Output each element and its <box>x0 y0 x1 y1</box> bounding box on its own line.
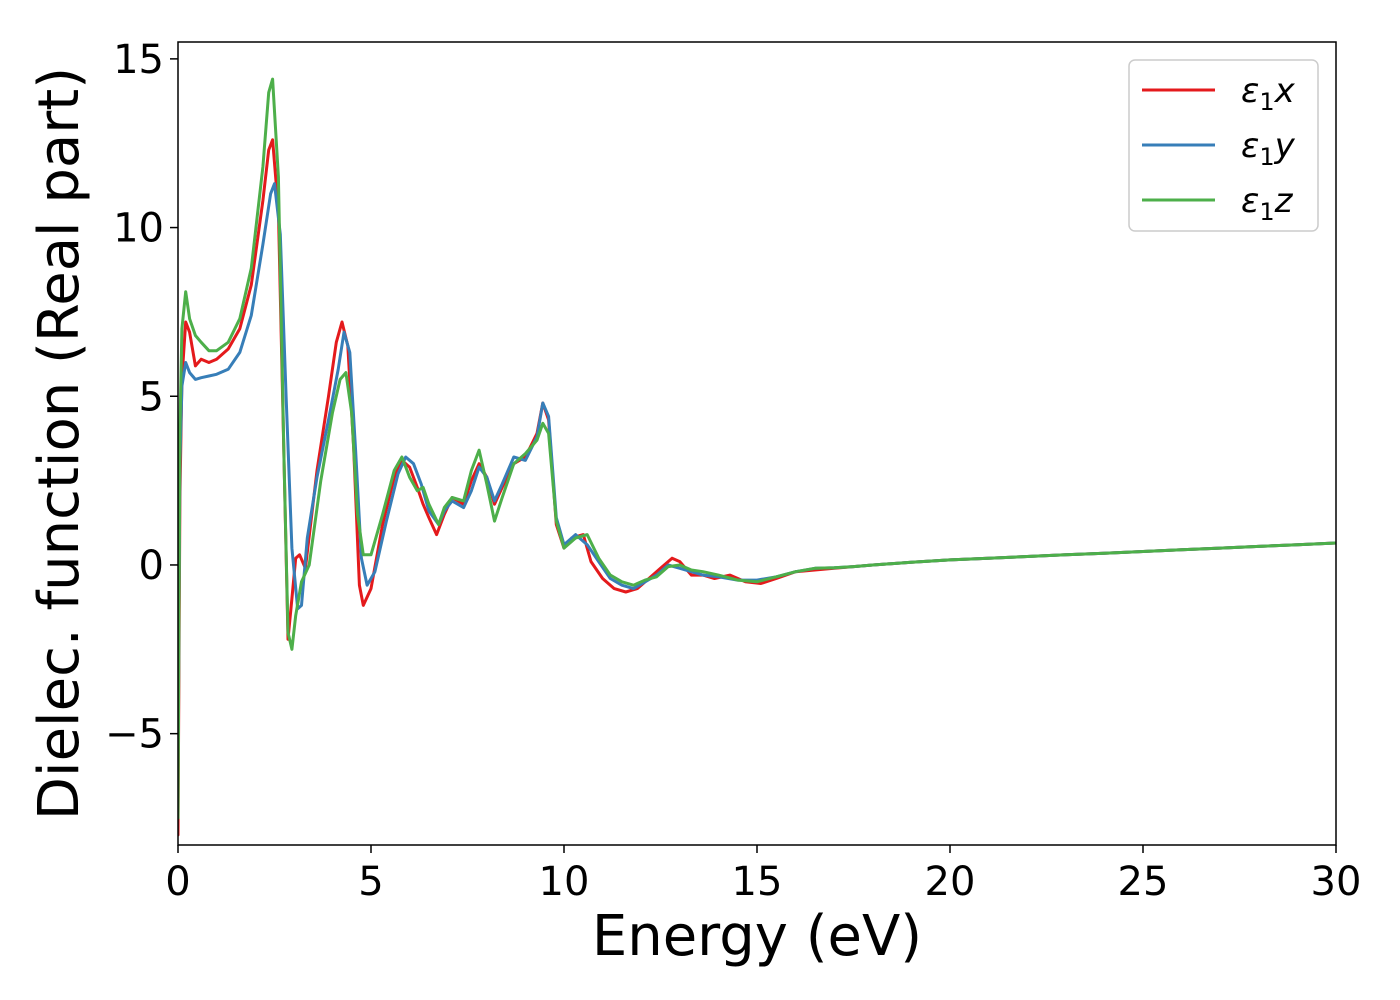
series-layer <box>178 77 1336 837</box>
y-tick-label: 15 <box>113 37 164 83</box>
x-tick-label: 15 <box>732 859 783 905</box>
x-axis-label: Energy (eV) <box>592 904 922 969</box>
x-axis: 0 5 10 15 20 25 30 <box>165 845 1361 905</box>
y-axis-label: Dielec. function (Real part) <box>27 67 92 820</box>
legend: ε1x ε1y ε1z <box>1128 59 1319 232</box>
x-tick-label: 25 <box>1118 859 1169 905</box>
x-tick-label: 5 <box>358 859 383 905</box>
y-tick-label: 5 <box>139 374 164 420</box>
y-tick-label: −5 <box>105 712 164 758</box>
x-tick-label: 30 <box>1311 859 1362 905</box>
y-tick-label: 0 <box>139 543 164 589</box>
x-tick-label: 10 <box>539 859 590 905</box>
legend-label: ε1y <box>1241 126 1296 171</box>
legend-label: ε1z <box>1241 181 1294 226</box>
legend-label: ε1x <box>1241 71 1296 116</box>
legend-box <box>1128 59 1319 232</box>
series-line-y <box>178 182 1336 769</box>
series-line-z <box>178 77 1336 820</box>
y-tick-label: 10 <box>113 206 164 252</box>
y-axis: −5 0 5 10 15 <box>105 37 178 758</box>
x-tick-label: 0 <box>165 859 190 905</box>
x-tick-label: 20 <box>925 859 976 905</box>
series-line-x <box>178 138 1336 837</box>
